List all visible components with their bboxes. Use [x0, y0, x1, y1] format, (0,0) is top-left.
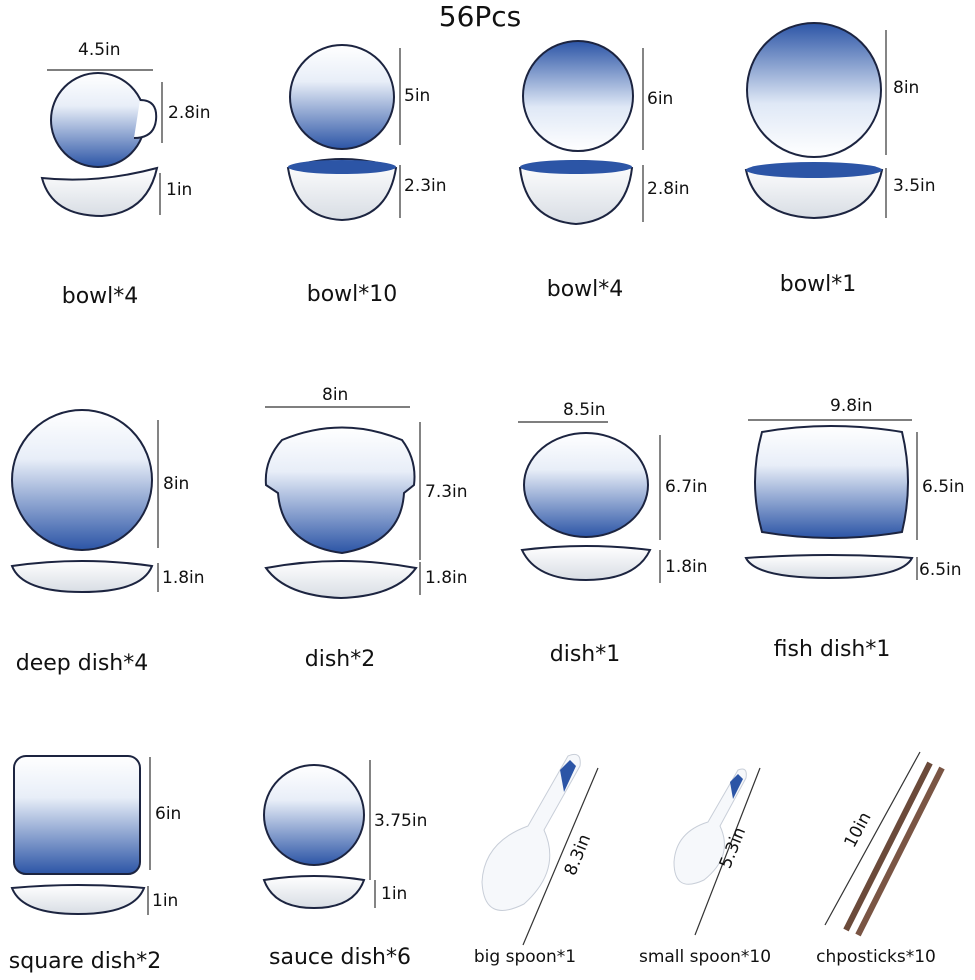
ware-shape [262, 875, 366, 910]
ware-shape [746, 22, 882, 158]
ware-shape [522, 40, 634, 152]
ware-shape [286, 158, 398, 222]
item-label: bowl*10 [307, 282, 398, 307]
dimension: 2.8in [168, 103, 211, 123]
dimension: 4.5in [78, 40, 121, 60]
ware-shape [730, 774, 743, 799]
dimension: 6in [155, 804, 181, 824]
ware-shape [746, 162, 882, 178]
item-label: square dish*2 [9, 949, 161, 974]
dimension: 3.75in [374, 811, 427, 831]
item-label: dish*1 [550, 642, 620, 667]
chopstick [843, 761, 933, 932]
ware-shape [520, 160, 632, 174]
dimension: 7.3in [425, 482, 468, 502]
ware-shape [289, 44, 395, 150]
dimension: 1in [166, 180, 192, 200]
ware-shape [133, 99, 158, 139]
dimension: 10in [840, 809, 875, 851]
dimension: 5in [404, 86, 430, 106]
dimension: 1.8in [162, 568, 205, 588]
dimension: 9.8in [830, 396, 873, 416]
item-label: sauce dish*6 [269, 945, 411, 970]
item-label: dish*2 [305, 647, 375, 672]
ware-shape [40, 166, 159, 218]
title: 56Pcs [439, 0, 522, 33]
big-spoon: 8.3in big spoon*1 [474, 753, 599, 967]
small-spoon: 5.3in small spoon*10 [639, 767, 771, 967]
dimension: 8.3in [561, 832, 595, 879]
item-label: small spoon*10 [639, 947, 771, 967]
dimension: 3.5in [893, 176, 936, 196]
item-label: chposticks*10 [816, 947, 936, 967]
dish-handled: 8in 7.3in 1.8in dish*2 [264, 385, 468, 672]
ware-shape [50, 72, 146, 168]
dimension: 1.8in [665, 557, 708, 577]
ware-shape [10, 560, 154, 594]
item-label: big spoon*1 [474, 947, 576, 967]
ware-shape [754, 425, 909, 539]
ware-shape [520, 545, 652, 582]
dimension: 6.5in [922, 477, 965, 497]
dish-oval: 8.5in 6.7in 1.8in dish*1 [518, 400, 708, 667]
dimension: 1in [381, 884, 407, 904]
item-label: fish dish*1 [774, 637, 891, 662]
bowl-soup: 6in 2.8in bowl*4 [518, 40, 690, 302]
dimension: 8in [322, 385, 348, 405]
dimension: 6in [647, 89, 673, 109]
ware-shape [263, 764, 365, 866]
ware-shape [523, 432, 649, 538]
item-label: bowl*4 [547, 277, 624, 302]
dimension: 6.5in [919, 560, 962, 580]
chopsticks: 10in chposticks*10 [816, 751, 945, 967]
square-dish: 6in 1in square dish*2 [9, 755, 181, 974]
dimension: 8in [893, 78, 919, 98]
dimension: 1in [152, 891, 178, 911]
dimension-line [694, 767, 761, 936]
ware-shape [288, 160, 396, 174]
ware-shape [744, 554, 914, 580]
chopstick [855, 766, 945, 937]
dimension: 2.3in [404, 176, 447, 196]
ware-shape [264, 560, 418, 600]
dimension-line [522, 767, 599, 946]
ware-shape [560, 760, 576, 792]
sauce-dish: 3.75in 1in sauce dish*6 [262, 760, 427, 970]
ware-shape [264, 426, 416, 555]
dimension: 6.7in [665, 477, 708, 497]
item-label: deep dish*4 [16, 651, 148, 676]
dimension: 8.5in [563, 400, 606, 420]
ware-shape [13, 755, 141, 875]
bowl-large: 8in 3.5in bowl*1 [744, 22, 936, 297]
ware-shape [481, 753, 581, 911]
item-label: bowl*4 [62, 284, 139, 309]
fish-dish: 9.8in 6.5in 6.5in fish dish*1 [744, 396, 965, 662]
ware-shape [673, 768, 747, 885]
item-label: bowl*1 [780, 272, 857, 297]
dimension: 1.8in [425, 568, 468, 588]
dimension: 2.8in [647, 179, 690, 199]
bowl-rice: 5in 2.3in bowl*10 [286, 44, 447, 307]
ware-shape [10, 884, 146, 916]
dimension: 8in [163, 474, 189, 494]
bowl-small: 4.5in 2.8in 1in bowl*4 [40, 40, 211, 309]
dimension-line [824, 751, 921, 926]
ware-shape [11, 409, 153, 551]
deep-dish: 8in 1.8in deep dish*4 [10, 409, 205, 676]
